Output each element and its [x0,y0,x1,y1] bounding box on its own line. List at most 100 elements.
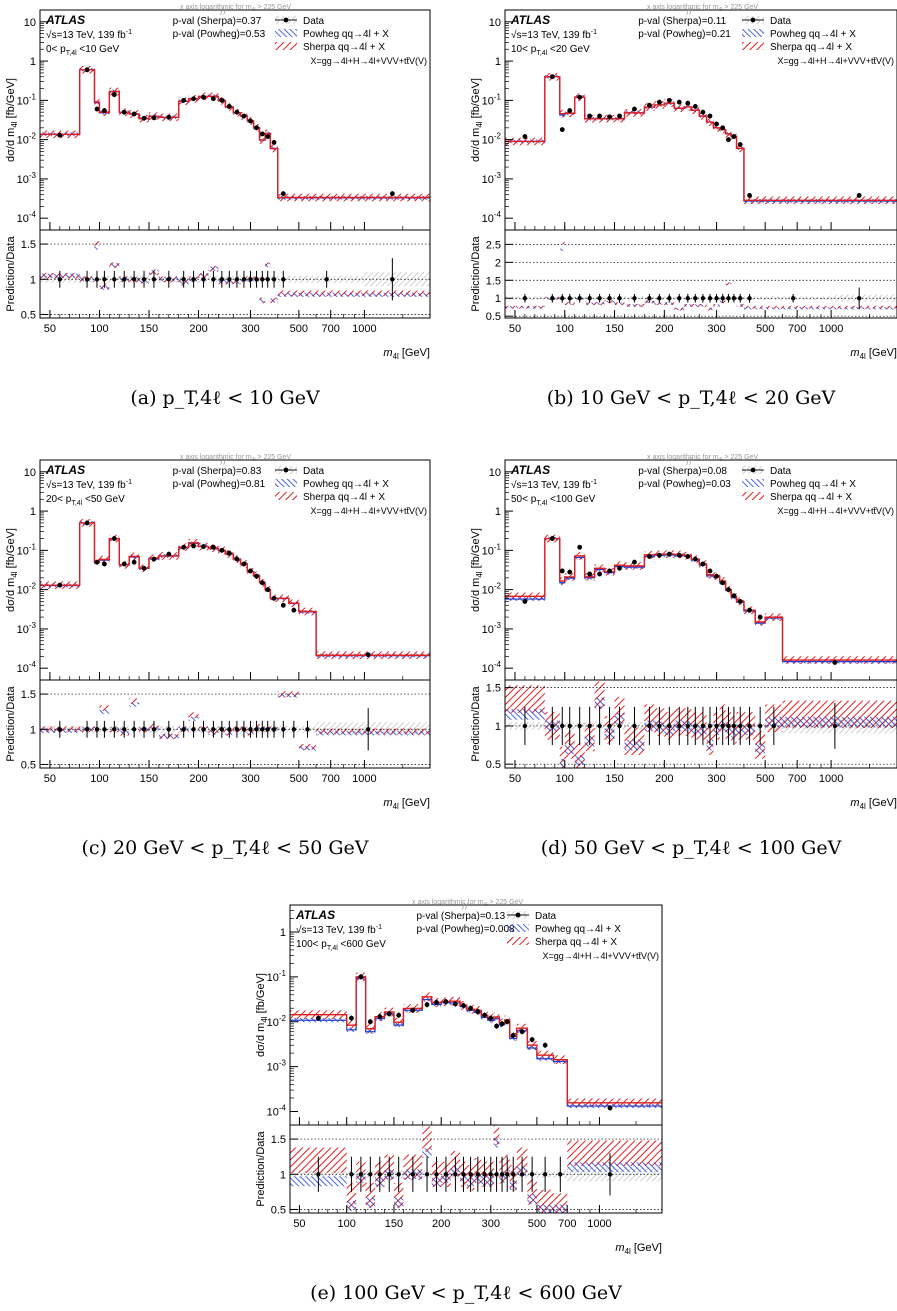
data-point [567,108,573,113]
ratio-data-point [377,1172,382,1177]
data-point [219,547,225,553]
energy-label: √s=13 TeV, 139 fb-1 [296,924,382,936]
legend-data-marker [283,467,289,473]
data-point [482,1012,487,1018]
y-tick-label: 1 [30,56,36,68]
legend-sherpa-swatch [742,492,764,500]
y-tick-label: 10-4 [17,210,37,225]
y-tick-label: 10-3 [267,1059,287,1074]
ratio-powheg [755,307,832,310]
y-tick-label: 10-2 [267,1014,287,1029]
powheg-line [40,522,430,657]
axis-break-mark: // [220,457,227,467]
x-axis-label: m4l [GeV] [383,347,430,361]
x-tick-label: 50 [293,1218,305,1230]
legend-sherpa-swatch [507,937,529,945]
ratio-powheg [553,1204,568,1213]
data-point [358,974,364,980]
data-point [271,595,277,601]
panel-caption: (d) 50 GeV < p_T,4ℓ < 100 GeV [541,837,842,859]
atlas-label: ATLAS [295,908,335,922]
data-point [452,1001,458,1007]
data-point [617,113,622,119]
ratio-y-tick-label: 0.5 [21,309,36,321]
data-point [424,1002,430,1008]
legend-sherpa-label: Sherpa qq→4l + X [303,42,385,53]
x-tick-label: 200 [655,323,673,335]
y-tick-label: 10-4 [17,660,37,675]
data-point [219,97,225,103]
data-point [94,559,100,565]
ratio-data-point [677,723,682,729]
data-point [700,561,706,567]
data-point [94,106,100,112]
x-tick-label: 500 [756,773,774,785]
data-point [191,543,196,549]
legend-sherpa-swatch [275,492,297,500]
ratio-y-tick-label: 1 [495,293,501,305]
data-point [259,580,265,586]
y-tick-label: 10-1 [17,92,37,107]
data-point [692,556,698,562]
ratio-data-point [607,1172,613,1177]
data-point [265,587,271,593]
ratio-frame [504,229,897,319]
ratio-data-point [211,727,216,732]
ratio-data-point [707,723,713,729]
data-point [210,96,216,102]
ratio-data-point [747,296,752,301]
data-point [241,113,247,119]
ratio-data-point [260,277,265,282]
ratio-data-point [522,296,528,301]
ratio-data-point [707,296,713,301]
ratio-data-point [443,1172,449,1177]
data-point [731,593,737,599]
data-point [549,536,555,541]
y-axis-label: dσ/d m4l [fb/GeV] [5,528,19,612]
ratio-powheg [594,697,605,709]
ratio-data-point [677,296,682,301]
ratio-data-point [667,723,672,729]
data-point [475,1009,481,1014]
data-point [443,999,449,1005]
x-tick-label: 100 [556,323,574,335]
ratio-powheg [664,302,675,305]
data-point [522,134,528,139]
x-tick-label: 200 [189,323,207,335]
data-point [577,94,583,100]
y-tick-label: 10-1 [17,542,37,557]
y-tick-label: 10 [24,467,36,479]
data-point [607,1105,613,1111]
y-axis-label: dσ/d m4l [fb/GeV] [5,78,19,162]
energy-label: √s=13 TeV, 139 fb-1 [46,479,132,491]
ratio-data-point [757,723,763,729]
x-tick-label: 300 [241,773,259,785]
x-tick-label: 500 [756,323,774,335]
y-tick-label: 10-4 [482,660,502,675]
ratio-data-point [434,1172,439,1177]
data-point [111,92,117,98]
y-tick-label: 10-2 [482,132,502,147]
ratio-data-point [349,1172,354,1177]
ratio-powheg [699,304,707,307]
pval-sherpa: p-val (Sherpa)=0.08 [638,466,727,477]
data-point [731,134,737,139]
legend-x-definition: X=gg→4l+H→4l+VVV+tt̄V(V) [777,56,894,66]
ratio-data-band [831,294,897,302]
y-tick-label: 10-3 [482,171,502,186]
data-point [632,106,637,112]
sherpa-line [505,76,897,202]
data-point [461,1003,466,1008]
data-point [57,582,63,588]
data-point [666,551,672,557]
ratio-data-point [726,723,731,729]
ratio-y-tick-label: 1 [30,274,36,286]
legend-x-definition: X=gg→4l+H→4l+VVV+tt̄V(V) [310,56,427,66]
data-point [737,142,743,147]
ratio-data-point [700,296,706,301]
ratio-data-point [607,296,612,301]
x-tick-label: 150 [140,323,158,335]
data-point [315,1015,321,1021]
legend-sherpa-label: Sherpa qq→4l + X [535,937,617,948]
pt-range-label: 100< pT,4l <600 GeV [296,939,386,952]
